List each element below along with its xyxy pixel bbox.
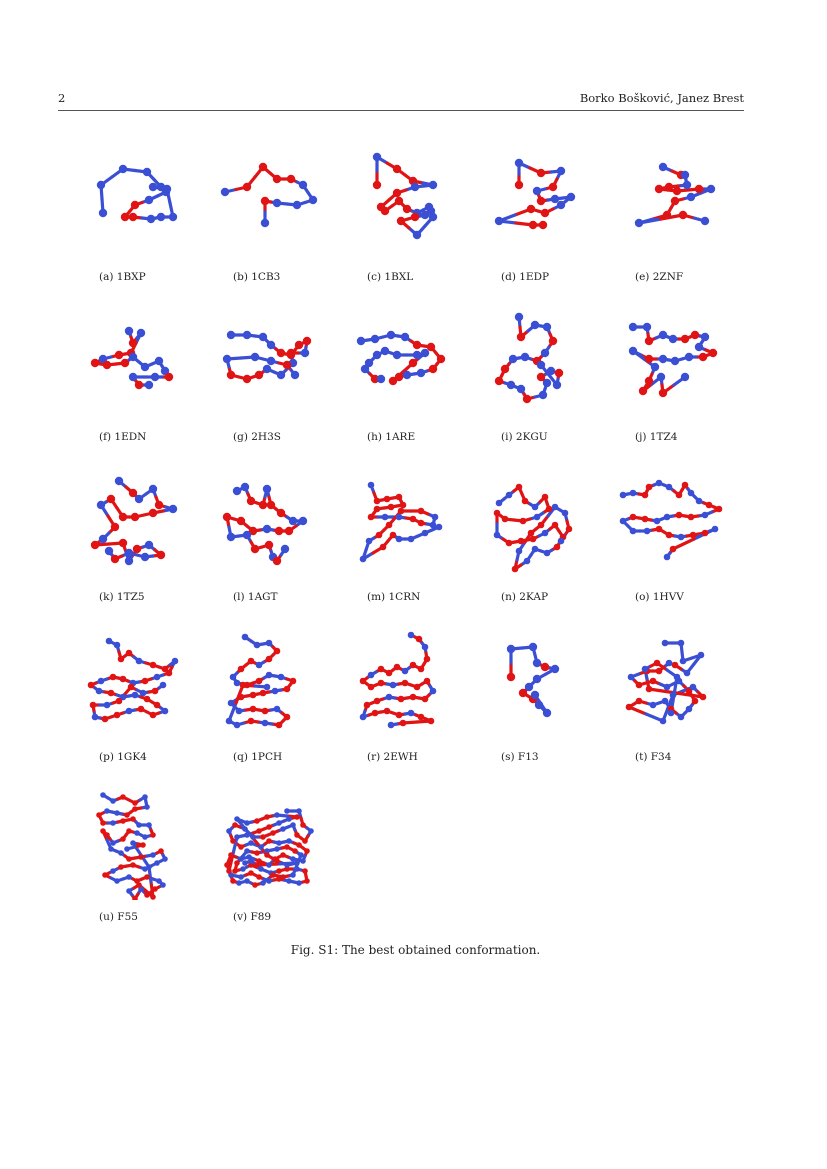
subfigure-panel: (o) 1HVV <box>609 465 743 615</box>
protein-conformation-image <box>619 479 723 561</box>
protein-conformation-image <box>87 637 179 723</box>
protein-conformation-image <box>634 162 716 228</box>
subfigure-caption: (q) 1PCH <box>233 751 283 763</box>
subfigure-caption: (c) 1BXL <box>367 271 414 283</box>
protein-conformation-image <box>494 158 576 230</box>
subfigure-caption: (g) 2H3S <box>233 431 281 443</box>
subfigure-panel: (j) 1TZ4 <box>609 305 743 455</box>
subfigure-caption: (p) 1GK4 <box>99 751 147 763</box>
protein-conformation-image <box>222 482 308 566</box>
protein-conformation-image <box>96 164 178 224</box>
subfigure-panel: (i) 2KGU <box>475 305 609 455</box>
subfigure-caption: (s) F13 <box>501 751 539 763</box>
subfigure-panel: (c) 1BXL <box>341 145 475 295</box>
subfigure-panel: (a) 1BXP <box>73 145 207 295</box>
subfigure-panel: (r) 2EWH <box>341 625 475 775</box>
protein-conformation-image <box>494 312 564 404</box>
subfigure-caption: (o) 1HVV <box>635 591 684 603</box>
subfigure-panel: (d) 1EDP <box>475 145 609 295</box>
protein-conformation-image <box>90 326 174 390</box>
header-rule <box>58 110 744 111</box>
protein-conformation-image <box>224 808 314 888</box>
subfigure-caption: (a) 1BXP <box>99 271 146 283</box>
subfigure-caption: (v) F89 <box>233 911 272 923</box>
subfigure-caption: (h) 1ARE <box>367 431 416 443</box>
subfigure-caption: (l) 1AGT <box>233 591 278 603</box>
protein-conformation-image <box>359 481 443 563</box>
subfigure-panel: (e) 2ZNF <box>609 145 743 295</box>
protein-conformation-image <box>220 162 318 228</box>
subfigure-panel: (n) 2KAP <box>475 465 609 615</box>
subfigure-caption: (f) 1EDN <box>99 431 147 443</box>
subfigure-panel: (l) 1AGT <box>207 465 341 615</box>
protein-conformation-image <box>372 152 438 240</box>
subfigure-panel: (t) F34 <box>609 625 743 775</box>
running-header-authors: Borko Bošković, Janez Brest <box>579 91 744 105</box>
protein-conformation-image <box>493 483 573 573</box>
protein-conformation-image <box>222 330 312 384</box>
protein-conformation-image <box>506 642 560 718</box>
figure-caption: Fig. S1: The best obtained conformation. <box>290 943 541 957</box>
subfigure-panel: (h) 1ARE <box>341 305 475 455</box>
subfigure-panel: (v) F89 <box>207 785 341 935</box>
subfigure-caption: (j) 1TZ4 <box>635 431 678 443</box>
subfigure-panel: (u) F55 <box>73 785 207 935</box>
subfigure-caption: (m) 1CRN <box>367 591 421 603</box>
subfigure-caption: (b) 1CB3 <box>233 271 281 283</box>
subfigure-panel: (q) 1PCH <box>207 625 341 775</box>
subfigure-caption: (r) 2EWH <box>367 751 418 763</box>
protein-conformation-image <box>225 633 297 729</box>
subfigure-caption: (u) F55 <box>99 911 138 923</box>
protein-conformation-image <box>359 631 437 729</box>
protein-conformation-image <box>90 476 178 566</box>
subfigure-panel: (b) 1CB3 <box>207 145 341 295</box>
protein-conformation-image <box>96 792 168 900</box>
running-header: 2 Borko Bošković, Janez Brest <box>58 91 744 109</box>
page-number: 2 <box>58 91 66 105</box>
protein-conformation-image <box>625 639 707 725</box>
subfigure-panel: (m) 1CRN <box>341 465 475 615</box>
subfigure-caption: (d) 1EDP <box>501 271 550 283</box>
protein-conformation-image <box>356 330 446 386</box>
subfigure-panel: (k) 1TZ5 <box>73 465 207 615</box>
subfigure-panel: (p) 1GK4 <box>73 625 207 775</box>
subfigure-caption: (k) 1TZ5 <box>99 591 145 603</box>
protein-conformation-image <box>628 322 718 398</box>
subfigure-caption: (n) 2KAP <box>501 591 549 603</box>
subfigure-caption: (t) F34 <box>635 751 672 763</box>
subfigure-panel: (f) 1EDN <box>73 305 207 455</box>
subfigure-caption: (e) 2ZNF <box>635 271 684 283</box>
subfigure-caption: (i) 2KGU <box>501 431 548 443</box>
subfigure-panel: (s) F13 <box>475 625 609 775</box>
subfigure-panel: (g) 2H3S <box>207 305 341 455</box>
